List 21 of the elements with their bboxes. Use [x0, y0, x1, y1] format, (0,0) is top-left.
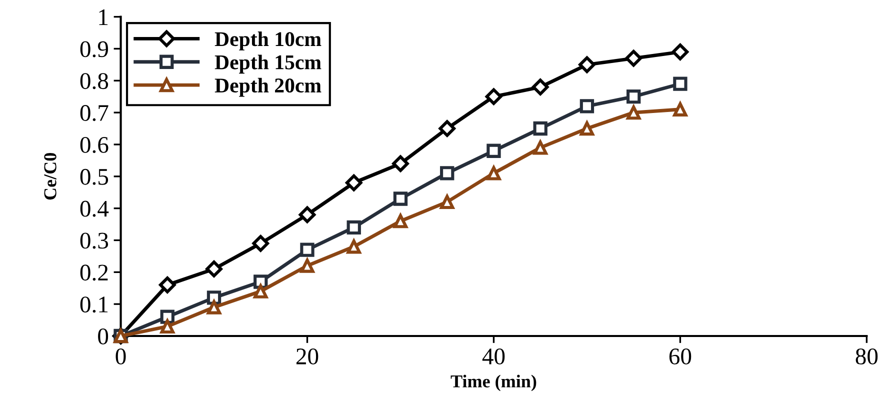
x-tick-label: 20	[296, 348, 318, 364]
x-axis-title: Time (min)	[450, 374, 536, 392]
y-tick-label: 0.8	[80, 73, 108, 90]
y-tick-label: 0.4	[80, 200, 109, 217]
x-tick-label: 40	[482, 348, 505, 364]
y-tick-label: 1	[99, 9, 108, 25]
y-tick-label: 0.7	[80, 105, 108, 122]
y-tick-label: 0.5	[80, 168, 108, 185]
y-tick-label: 0.9	[80, 41, 108, 58]
legend-label: Depth 15cm	[214, 54, 322, 74]
y-tick-label: 0.2	[80, 264, 108, 281]
y-tick-label: 0.3	[80, 232, 108, 249]
x-tick-label: 60	[669, 348, 692, 364]
legend-label: Depth 10cm	[214, 32, 322, 50]
y-axis-title: Ce/C0	[44, 153, 56, 200]
legend-label: Depth 20cm	[214, 78, 322, 97]
y-tick-label: 0.1	[80, 296, 108, 313]
x-tick-label: 0	[116, 348, 126, 364]
y-tick-label: 0.6	[80, 136, 108, 154]
y-tick-label: 0	[98, 328, 108, 344]
x-tick-label: 80	[856, 348, 878, 364]
